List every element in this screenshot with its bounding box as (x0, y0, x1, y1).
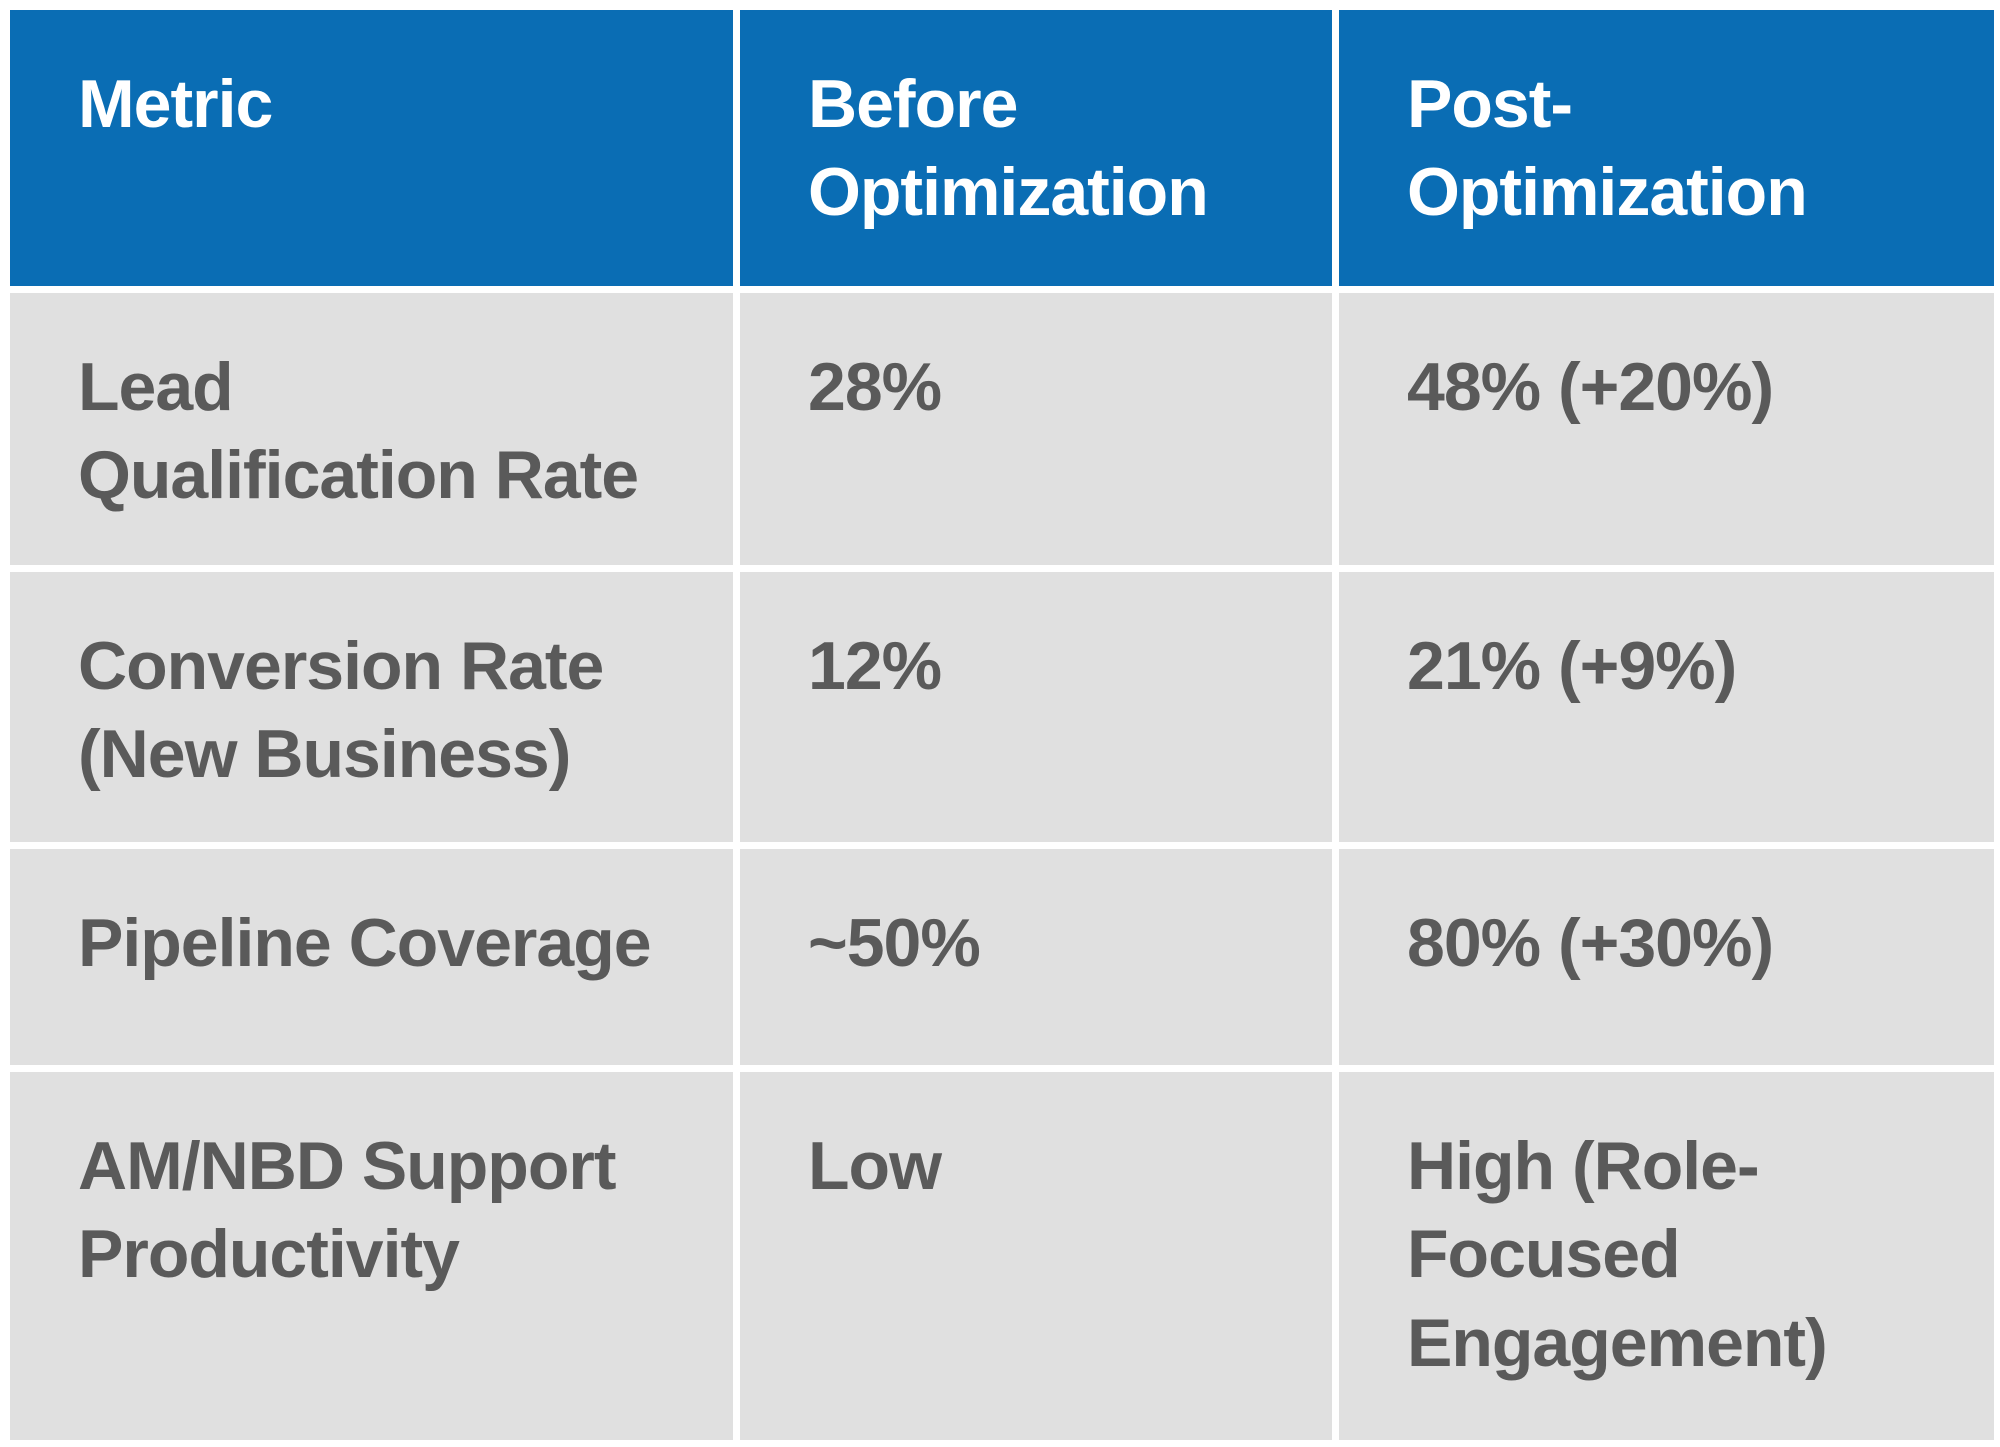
cell-lead-qualification-rate-metric: Lead Qualification Rate (10, 293, 733, 565)
cell-lead-qualification-rate-post: 48% (+20%) (1339, 293, 1994, 565)
cell-pipeline-coverage-post: 80% (+30%) (1339, 849, 1994, 1065)
cell-conversion-rate-before: 12% (740, 572, 1332, 842)
cell-am-nbd-support-productivity-before: Low (740, 1072, 1332, 1440)
cell-conversion-rate-post: 21% (+9%) (1339, 572, 1994, 842)
cell-lead-qualification-rate-before: 28% (740, 293, 1332, 565)
cell-pipeline-coverage-metric: Pipeline Coverage (10, 849, 733, 1065)
cell-am-nbd-support-productivity-post: High (Role- Focused Engagement) (1339, 1072, 1994, 1440)
header-cell-post-optimization: Post- Optimization (1339, 10, 1994, 286)
cell-am-nbd-support-productivity-metric: AM/NBD Support Productivity (10, 1072, 733, 1440)
metrics-comparison-table: Metric Before Optimization Post- Optimiz… (10, 10, 1994, 1440)
header-cell-before-optimization: Before Optimization (740, 10, 1332, 286)
header-cell-metric: Metric (10, 10, 733, 286)
cell-conversion-rate-metric: Conversion Rate (New Business) (10, 572, 733, 842)
cell-pipeline-coverage-before: ~50% (740, 849, 1332, 1065)
